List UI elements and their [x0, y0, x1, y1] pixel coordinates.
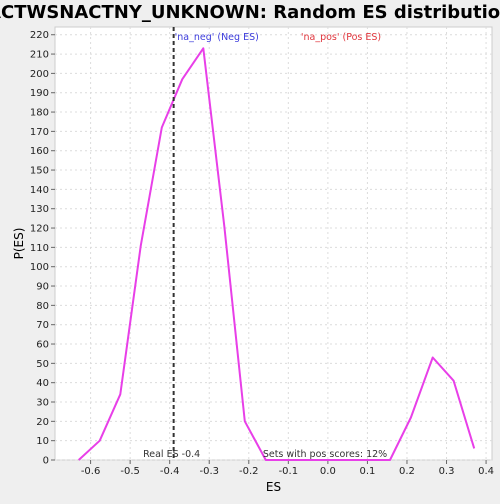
sets-pos-scores-label: Sets with pos scores: 12%	[263, 449, 387, 460]
x-tick-label: -0.1	[279, 466, 299, 477]
y-tick-label: 200	[30, 69, 49, 80]
plot-area	[54, 26, 493, 461]
x-tick-label: 0.4	[478, 466, 494, 477]
y-tick-label: 140	[30, 185, 49, 196]
y-tick-label: 30	[36, 398, 49, 409]
x-axis: -0.6 -0.5 -0.4 -0.3 -0.2 -0.1 0.0 0.1 0.2 0.3 0.4	[81, 460, 494, 477]
x-axis-label: ES	[266, 480, 281, 494]
x-tick-label: -0.4	[160, 466, 180, 477]
y-axis: 0 10 20 30 40 50 60 70 80 90 100 110 120 130 140 150 160…	[30, 30, 55, 467]
y-tick-label: 120	[30, 224, 49, 235]
y-tick-label: 60	[36, 340, 49, 351]
x-tick-label: -0.5	[120, 466, 140, 477]
pos-es-label: 'na_pos' (Pos ES)	[301, 32, 381, 43]
grid-lines	[55, 27, 492, 461]
x-tick-label: -0.2	[239, 466, 259, 477]
y-tick-label: 80	[36, 301, 49, 312]
series-layer	[78, 47, 476, 461]
x-tick-label: -0.3	[199, 466, 219, 477]
y-tick-label: 0	[43, 456, 49, 467]
y-tick-label: 100	[30, 262, 49, 273]
x-tick-label: 0.1	[359, 466, 375, 477]
y-tick-label: 180	[30, 108, 49, 119]
x-tick-label: 0.2	[399, 466, 415, 477]
y-tick-label: 130	[30, 204, 49, 215]
series-line	[78, 47, 476, 461]
y-tick-label: 90	[36, 282, 49, 293]
y-tick-label: 10	[36, 436, 49, 447]
y-axis-label: P(ES)	[12, 228, 26, 260]
annotation-layer: 'na_neg' (Neg ES) 'na_pos' (Pos ES) Real E…	[143, 27, 387, 460]
y-tick-label: 110	[30, 243, 49, 254]
y-tick-label: 170	[30, 127, 49, 138]
y-tick-label: 220	[30, 30, 49, 41]
y-tick-label: 20	[36, 417, 49, 428]
y-tick-label: 190	[30, 88, 49, 99]
x-tick-label: 0.0	[320, 466, 336, 477]
chart-title: ACTWSNACTNY_UNKNOWN: Random ES distribut…	[0, 2, 500, 23]
y-tick-label: 50	[36, 359, 49, 370]
x-tick-label: -0.6	[81, 466, 101, 477]
y-tick-label: 40	[36, 378, 49, 389]
y-tick-label: 150	[30, 166, 49, 177]
y-tick-label: 160	[30, 146, 49, 157]
x-tick-label: 0.3	[439, 466, 455, 477]
y-tick-label: 70	[36, 320, 49, 331]
real-es-label: Real ES -0.4	[143, 449, 200, 460]
neg-es-label: 'na_neg' (Neg ES)	[175, 32, 259, 43]
y-tick-label: 210	[30, 50, 49, 61]
